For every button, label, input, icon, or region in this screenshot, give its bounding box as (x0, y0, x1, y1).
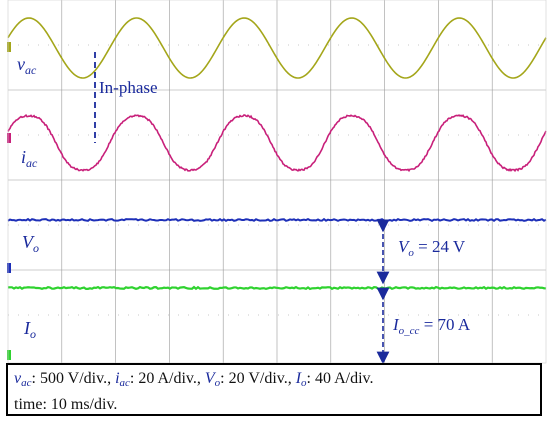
iac-channel-marker (7, 133, 11, 143)
inphase-annotation: In-phase (99, 79, 158, 96)
io-value-annotation: Io_cc = 70 A (393, 316, 470, 337)
vo-value-annotation: Vo = 24 V (398, 238, 465, 259)
iac-label: iac (21, 148, 37, 169)
vac-label: vac (17, 55, 36, 76)
vac-channel-marker (7, 42, 11, 52)
io-label: Io (24, 319, 36, 340)
vo-trace (8, 219, 546, 221)
vo-channel-marker (7, 263, 11, 273)
scale-line-2: time: 10 ms/div. (14, 394, 534, 416)
scale-line-1: vac: 500 V/div., iac: 20 A/div., Vo: 20 … (14, 368, 534, 394)
scale-legend-box: vac: 500 V/div., iac: 20 A/div., Vo: 20 … (6, 363, 542, 416)
io-channel-marker (7, 350, 11, 360)
vo-label: Vo (22, 233, 39, 254)
io-trace (8, 287, 546, 289)
